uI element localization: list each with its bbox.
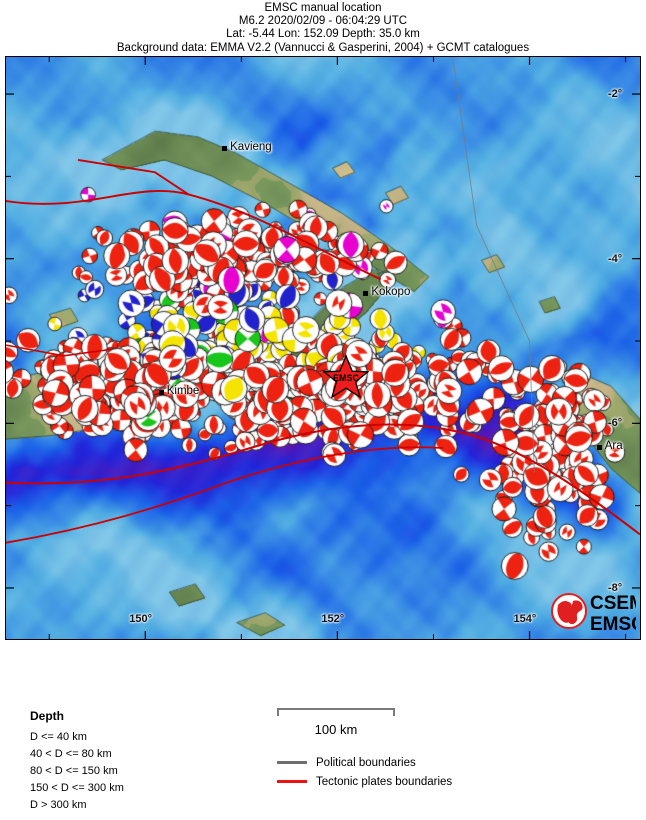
depth-legend-item: 40 < D <= 80 km	[30, 745, 124, 762]
city-label: Ara	[604, 440, 623, 453]
scale-bar-cap-right	[393, 708, 395, 716]
map-header: EMSC manual location M6.2 2020/02/09 - 0…	[0, 0, 646, 56]
map-legend: Depth D <= 40 km 40 < D <= 80 km 80 < D <=…	[0, 640, 646, 820]
latitude-tick-label: -2°	[608, 88, 623, 101]
depth-legend-label: 40 < D <= 80 km	[30, 747, 112, 760]
depth-legend: Depth D <= 40 km 40 < D <= 80 km 80 < D <=…	[30, 709, 124, 813]
depth-legend-item: D <= 40 km	[30, 728, 124, 745]
scale-bar-label: 100 km	[314, 722, 358, 737]
boundary-legend-item: Tectonic plates boundaries	[277, 772, 452, 791]
depth-legend-item: D > 300 km	[30, 796, 124, 813]
tectonic-plate-boundary	[6, 446, 444, 544]
csem-emsc-logo: CSEM EMSC	[550, 585, 640, 637]
city-dot-icon	[363, 291, 369, 297]
depth-legend-label: 150 < D <= 300 km	[30, 781, 124, 794]
political-boundary	[452, 57, 535, 473]
depth-legend-item: 150 < D <= 300 km	[30, 779, 124, 796]
boundary-legend-label: Tectonic plates boundaries	[316, 775, 453, 788]
city-dot-icon	[596, 445, 602, 451]
boundary-legend-label: Political boundaries	[316, 756, 416, 769]
svg-text:CSEM: CSEM	[590, 593, 636, 614]
depth-legend-label: D <= 40 km	[30, 730, 87, 743]
city-dot-icon	[222, 145, 228, 151]
svg-text:EMSC: EMSC	[333, 373, 360, 383]
map-vector-overlay	[6, 57, 640, 639]
header-location-depth: Lat: -5.44 Lon: 152.09 Depth: 35.0 km	[226, 28, 420, 41]
boundary-line-sample	[277, 761, 307, 764]
longitude-tick-label: 154°	[513, 613, 537, 625]
tectonic-plate-boundary	[6, 190, 382, 281]
header-magnitude-time: M6.2 2020/02/09 - 06:04:29 UTC	[238, 15, 408, 28]
city-label: Kimbe	[166, 385, 200, 398]
latitude-tick-label: -6°	[608, 417, 623, 430]
city-dot-icon	[158, 390, 164, 396]
scale-bar-graphic	[277, 708, 395, 721]
scale-bar-line	[277, 708, 395, 710]
header-background-data: Background data: EMMA V2.2 (Vannucci & G…	[116, 41, 530, 54]
scale-bar: 100 km	[277, 708, 395, 737]
svg-text:EMSC: EMSC	[590, 614, 636, 635]
depth-legend-label: 80 < D <= 150 km	[30, 764, 118, 777]
city-label: Kokopo	[371, 286, 411, 299]
focal-mechanism-layer	[6, 57, 640, 639]
tectonic-plate-boundary	[6, 423, 640, 536]
tectonic-plate-boundary	[6, 344, 112, 357]
depth-legend-title: Depth	[30, 709, 64, 723]
tectonic-plate-boundary	[77, 158, 190, 196]
latitude-tick-label: -8°	[608, 581, 623, 594]
city-label: Kavieng	[230, 140, 272, 153]
epicenter-star-marker: EMSC	[323, 355, 370, 399]
header-title: EMSC manual location	[264, 2, 382, 14]
map-frame[interactable]: 150° 152° 154° -2° -4° -6° -8° Kavieng Kokopo Kim…	[5, 56, 641, 640]
boundary-legend-item: Political boundaries	[277, 753, 452, 772]
latitude-tick-label: -4°	[608, 252, 623, 265]
longitude-tick-label: 152°	[321, 613, 345, 625]
map-canvas[interactable]: 150° 152° 154° -2° -4° -6° -8° Kavieng Kokopo Kim…	[6, 57, 640, 639]
scale-bar-cap-left	[277, 708, 279, 716]
longitude-tick-label: 150°	[129, 613, 153, 625]
depth-legend-label: D > 300 km	[30, 798, 87, 811]
boundaries-legend: Political boundaries Tectonic plates boun…	[277, 753, 452, 791]
depth-legend-item: 80 < D <= 150 km	[30, 762, 124, 779]
boundary-line-sample	[277, 780, 307, 783]
